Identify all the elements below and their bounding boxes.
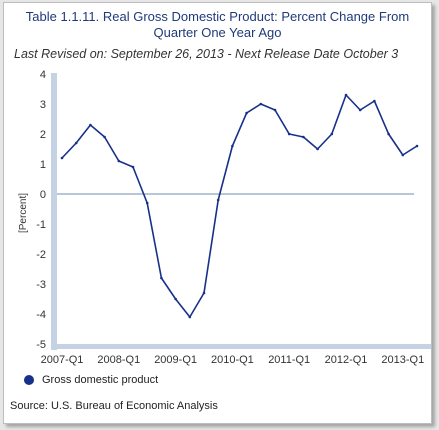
y-axis-label: [Percent] bbox=[18, 193, 29, 233]
data-point bbox=[89, 123, 92, 127]
data-point bbox=[287, 132, 291, 136]
data-point bbox=[103, 135, 106, 139]
y-tick-label: -3 bbox=[36, 279, 46, 291]
x-tick-label: 2009-Q1 bbox=[154, 354, 197, 366]
y-tick-labels: 4 3 2 1 0 -1 -2 -3 -4 -5 bbox=[36, 69, 46, 351]
chart-title: Table 1.1.11. Real Gross Domestic Produc… bbox=[25, 9, 410, 40]
data-point bbox=[117, 159, 121, 163]
series-line bbox=[61, 94, 418, 318]
data-point bbox=[373, 99, 376, 103]
data-point bbox=[387, 132, 390, 136]
data-point bbox=[188, 315, 192, 319]
source-note: Source: U.S. Bureau of Economic Analysis bbox=[10, 400, 218, 412]
data-point bbox=[273, 108, 277, 112]
data-point bbox=[302, 135, 305, 139]
data-point bbox=[316, 147, 319, 151]
legend-label: Gross domestic product bbox=[42, 374, 159, 386]
data-point bbox=[160, 276, 163, 280]
data-point bbox=[131, 165, 135, 169]
data-point bbox=[358, 108, 362, 112]
data-point bbox=[330, 132, 334, 136]
data-point bbox=[415, 144, 419, 148]
y-tick-label: 3 bbox=[40, 99, 46, 111]
data-point bbox=[216, 198, 220, 202]
x-tick-label: 2012-Q1 bbox=[325, 354, 368, 366]
data-point bbox=[401, 153, 405, 157]
y-tick-label: 4 bbox=[40, 69, 46, 81]
x-axis-band bbox=[51, 344, 431, 349]
data-point bbox=[145, 201, 149, 205]
chart-panel: Table 1.1.11. Real Gross Domestic Produc… bbox=[3, 2, 432, 424]
x-tick-labels: 2007-Q1 2008-Q1 2009-Q1 2010-Q1 2011-Q1 2012-… bbox=[41, 354, 425, 366]
y-tick-label: -2 bbox=[36, 249, 46, 261]
y-axis-band bbox=[51, 73, 57, 350]
data-point bbox=[74, 141, 78, 145]
y-tick-label: -1 bbox=[36, 219, 46, 231]
x-tick-label: 2011-Q1 bbox=[268, 354, 310, 366]
y-tick-label: 0 bbox=[40, 189, 46, 201]
series-layer bbox=[60, 93, 419, 319]
y-tick-label: -5 bbox=[36, 339, 46, 351]
data-point bbox=[344, 93, 348, 97]
data-point bbox=[174, 297, 177, 301]
x-tick-label: 2013-Q1 bbox=[381, 354, 424, 366]
legend: Gross domestic product bbox=[24, 374, 158, 386]
line-chart: 4 3 2 1 0 -1 -2 -3 -4 -5 2007-Q1 2008-Q1 2009-Q1 201… bbox=[18, 69, 431, 366]
data-point bbox=[231, 144, 234, 148]
x-tick-label: 2007-Q1 bbox=[41, 354, 84, 366]
y-tick-label: 1 bbox=[40, 159, 46, 171]
data-point bbox=[245, 111, 248, 115]
x-tick-label: 2008-Q1 bbox=[97, 354, 140, 366]
y-tick-label: -4 bbox=[36, 309, 46, 321]
data-point bbox=[259, 102, 263, 106]
data-point bbox=[202, 291, 206, 295]
data-point bbox=[60, 156, 64, 160]
chart-subtitle: Last Revised on: September 26, 2013 - Ne… bbox=[14, 47, 399, 61]
x-tick-label: 2010-Q1 bbox=[211, 354, 254, 366]
y-tick-label: 2 bbox=[40, 129, 46, 141]
legend-marker bbox=[24, 375, 34, 385]
